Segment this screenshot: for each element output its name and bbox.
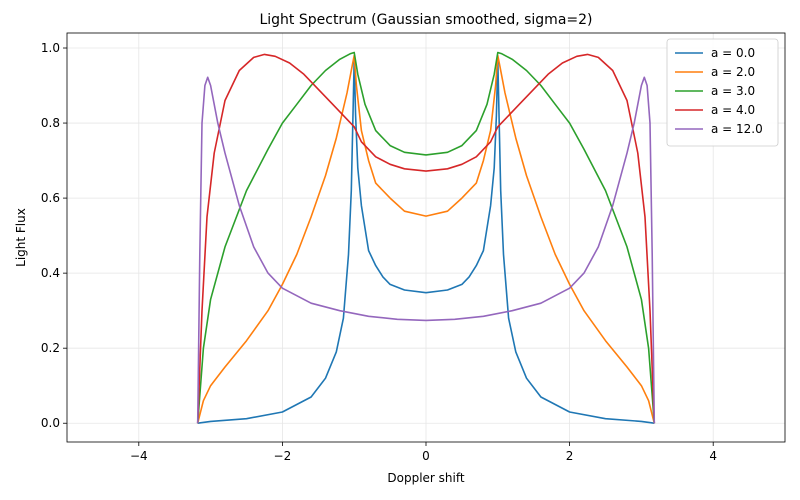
x-axis-title: Doppler shift: [387, 471, 464, 485]
series-line-a-2-0: [196, 54, 656, 424]
series-line-a-12-0: [196, 76, 656, 424]
series-lines: [196, 51, 656, 424]
y-tick-label: 0.6: [41, 191, 60, 205]
series-line-a-4-0: [196, 53, 656, 424]
y-tick-label: 0.0: [41, 416, 60, 430]
series-line-a-3-0: [196, 51, 656, 424]
grid: [67, 33, 785, 442]
legend-box: [666, 38, 779, 147]
x-tick-label: −4: [130, 449, 148, 463]
legend-label: a = 0.0: [711, 46, 755, 60]
y-axis-title: Light Flux: [14, 208, 28, 267]
y-tick-label: 0.4: [41, 266, 60, 280]
legend-label: a = 3.0: [711, 84, 755, 98]
series-line-a-0-0: [197, 58, 655, 424]
legend: a = 0.0 a = 2.0 a = 3.0 a = 4.0 a = 12.0: [666, 38, 779, 147]
y-tick-label: 0.2: [41, 341, 60, 355]
chart-title: Light Spectrum (Gaussian smoothed, sigma…: [259, 12, 592, 28]
y-tick-label: 0.8: [41, 116, 60, 130]
x-tick-label: 0: [422, 449, 430, 463]
x-tick-label: −2: [274, 449, 292, 463]
x-tick-label: 2: [566, 449, 574, 463]
y-tick-label: 1.0: [41, 41, 60, 55]
x-tick-label: 4: [709, 449, 717, 463]
legend-label: a = 4.0: [711, 103, 755, 117]
axis-ticks: −4 −2 0 2 4 0.0 0.2 0.4 0.6 0.8 1.0: [41, 41, 717, 463]
legend-label: a = 2.0: [711, 65, 755, 79]
legend-label: a = 12.0: [711, 122, 763, 136]
